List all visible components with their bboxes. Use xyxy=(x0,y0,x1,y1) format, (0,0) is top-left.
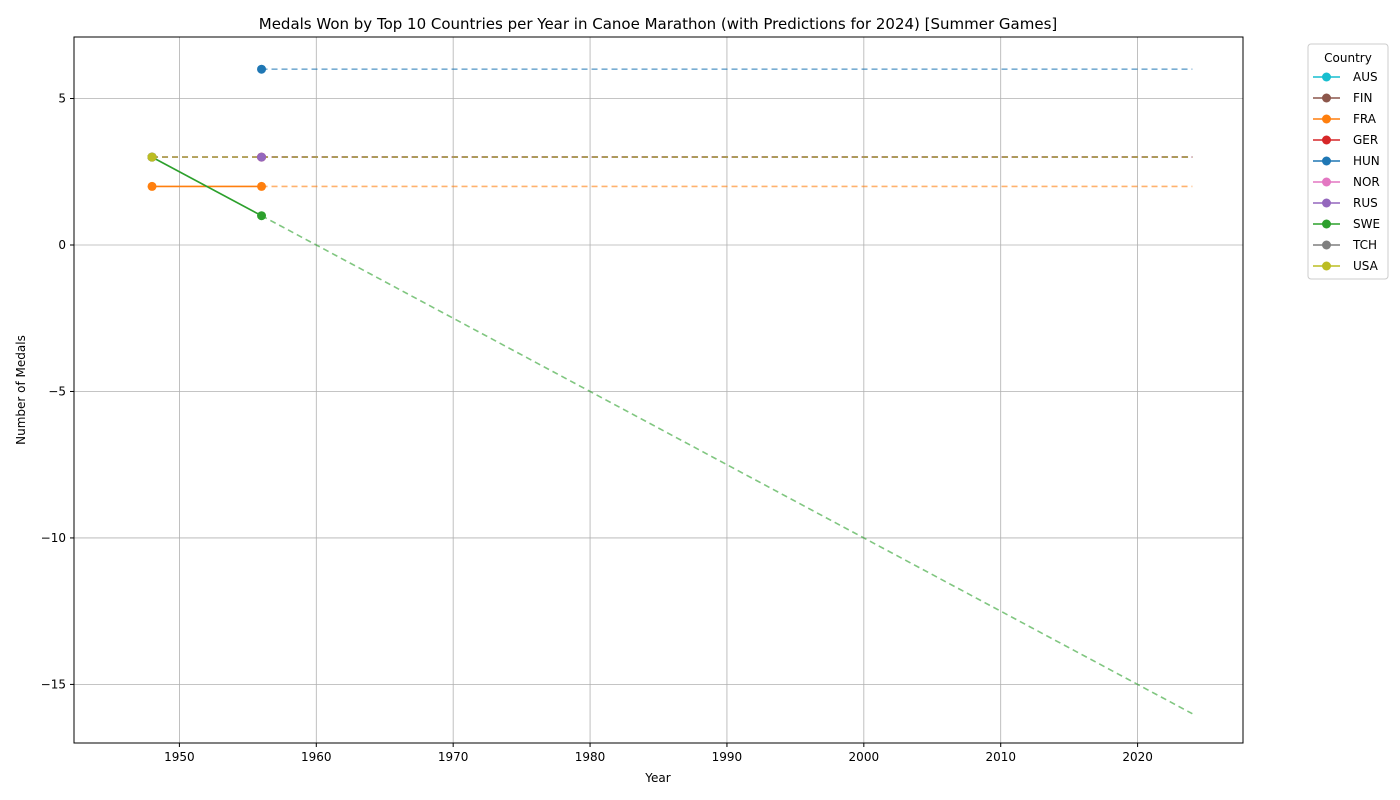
data-point-hun xyxy=(257,64,267,74)
x-tick-label: 1950 xyxy=(164,750,195,764)
legend-label-swe: SWE xyxy=(1353,217,1380,231)
data-point-fra xyxy=(257,181,267,191)
legend-marker-tch xyxy=(1322,240,1331,250)
legend-label-nor: NOR xyxy=(1353,175,1380,189)
prediction-line-swe xyxy=(261,214,1193,715)
x-tick-label: 1960 xyxy=(301,750,332,764)
legend-marker-rus xyxy=(1322,198,1331,208)
y-tick-label: −5 xyxy=(48,384,66,398)
x-tick-label: 1980 xyxy=(575,750,606,764)
y-axis-ticks: 5 0 −5 −10 −15 xyxy=(41,92,74,691)
prediction-lines xyxy=(152,68,1193,715)
x-tick-label: 2020 xyxy=(1122,750,1153,764)
y-tick-label: 5 xyxy=(58,92,66,106)
legend-label-ger: GER xyxy=(1353,133,1378,147)
legend-marker-fra xyxy=(1322,114,1331,124)
legend-marker-usa xyxy=(1322,261,1331,271)
x-tick-label: 2000 xyxy=(849,750,880,764)
legend-marker-hun xyxy=(1322,156,1331,166)
x-axis-ticks: 1950 1960 1970 1980 1990 2000 2010 2020 xyxy=(164,743,1153,764)
grid-lines xyxy=(74,37,1243,743)
y-tick-label: −15 xyxy=(41,677,66,691)
x-tick-label: 1970 xyxy=(438,750,469,764)
legend: Country AUS FIN FRA GER HUN NOR RUS SWE TCH USA xyxy=(1307,43,1389,280)
legend-label-fra: FRA xyxy=(1353,112,1377,126)
x-axis-label: Year xyxy=(644,771,670,785)
x-tick-label: 1990 xyxy=(712,750,743,764)
y-tick-label: −10 xyxy=(41,531,66,545)
data-point-rus xyxy=(257,152,267,162)
series-line-swe xyxy=(151,156,262,217)
y-axis-label: Number of Medals xyxy=(14,335,28,445)
legend-title: Country xyxy=(1324,51,1372,65)
legend-label-rus: RUS xyxy=(1353,196,1378,210)
y-tick-label: 0 xyxy=(58,238,66,252)
legend-marker-nor xyxy=(1322,177,1331,187)
legend-marker-aus xyxy=(1322,72,1331,82)
legend-label-fin: FIN xyxy=(1353,91,1372,105)
data-point-swe xyxy=(257,211,267,221)
data-point-usa xyxy=(147,152,157,162)
plot-frame xyxy=(73,36,1244,744)
data-point-fra xyxy=(147,181,157,191)
series-lines xyxy=(147,64,267,221)
legend-label-aus: AUS xyxy=(1353,70,1378,84)
legend-label-usa: USA xyxy=(1353,259,1379,273)
chart-title: Medals Won by Top 10 Countries per Year … xyxy=(259,15,1058,33)
legend-marker-ger xyxy=(1322,135,1331,145)
legend-marker-fin xyxy=(1322,93,1331,103)
legend-marker-swe xyxy=(1322,219,1331,229)
x-tick-label: 2010 xyxy=(985,750,1016,764)
legend-label-tch: TCH xyxy=(1352,238,1377,252)
legend-label-hun: HUN xyxy=(1353,154,1380,168)
